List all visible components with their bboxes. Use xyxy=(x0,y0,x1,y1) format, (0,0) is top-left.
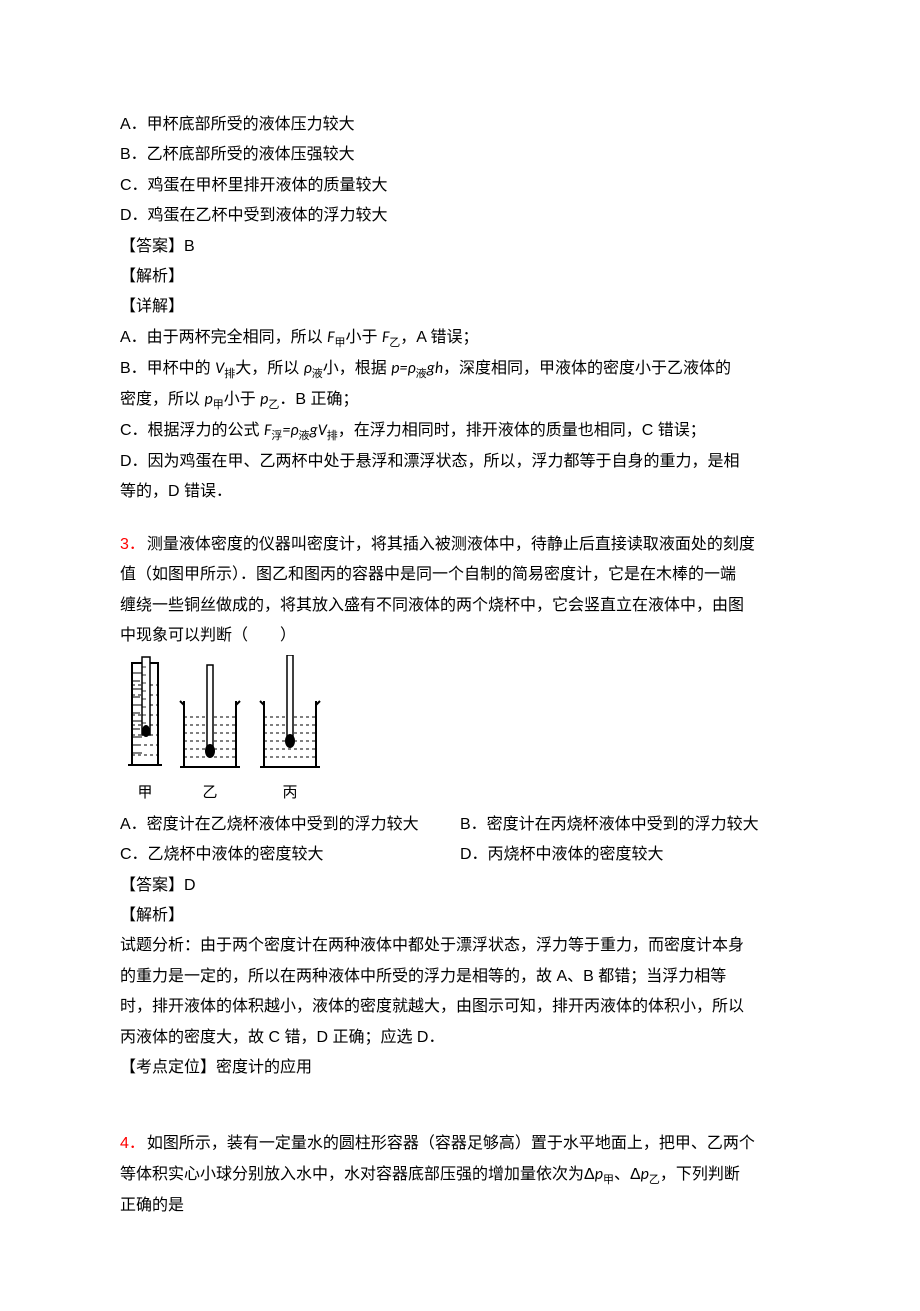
q3-kp: 【考点定位】密度计的应用 xyxy=(120,1053,800,1083)
sub: 甲 xyxy=(603,1174,614,1186)
fig-caption-a: 甲 xyxy=(137,779,152,808)
text: ，下列判断 xyxy=(660,1166,740,1183)
text: C．根据浮力的公式 xyxy=(120,422,264,439)
beaker-icon xyxy=(170,655,250,775)
fig-jia: 甲 xyxy=(120,655,170,808)
var-V: V xyxy=(215,359,224,378)
spacer xyxy=(120,508,800,530)
text: 测量液体密度的仪器叫密度计，将其插入被测液体中，待静止后直接读取液面处的刻度 xyxy=(147,536,755,553)
fig-yi: 乙 xyxy=(170,655,250,808)
q2-explain-heading: 【解析】 xyxy=(120,262,800,292)
text: ，A 错误； xyxy=(400,329,478,346)
text: 密度，所以 xyxy=(120,391,204,408)
answer-value: B xyxy=(184,238,195,255)
q2-choice-a: A．甲杯底部所受的液体压力较大 xyxy=(120,110,800,140)
q3-number: 3． xyxy=(120,536,145,553)
fig-caption-b: 乙 xyxy=(202,779,217,808)
q3-exp-3: 时，排开液体的体积越小，液体的密度就越大，由图示可知，排开丙液体的体积小，所以 xyxy=(120,992,800,1022)
beaker-icon xyxy=(250,655,330,775)
text: 如图所示，装有一定量水的圆柱形容器（容器足够高）置于水平地面上，把甲、乙两个 xyxy=(147,1135,755,1152)
sub: 液 xyxy=(298,430,309,442)
sub: 液 xyxy=(416,368,427,380)
text: B．甲杯中的 xyxy=(120,360,215,377)
sub: 乙 xyxy=(649,1174,660,1186)
fig-caption-c: 丙 xyxy=(282,779,297,808)
q4-stem-2: 等体积实心小球分别放入水中，水对容器底部压强的增加量依次为Δp甲、Δp乙，下列判… xyxy=(120,1160,800,1191)
sub: 排 xyxy=(327,430,338,442)
q3-exp-2: 的重力是一定的，所以在两种液体中所受的浮力是相等的，故 A、B 都错；当浮力相等 xyxy=(120,962,800,992)
text: ．B 正确； xyxy=(279,391,358,408)
q2-detail-c: C．根据浮力的公式 F浮=ρ液gV排，在浮力相同时，排开液体的质量也相同，C 错… xyxy=(120,416,800,447)
sub: 乙 xyxy=(268,399,279,411)
text: 等体积实心小球分别放入水中，水对容器底部压强的增加量依次为Δ xyxy=(120,1166,595,1183)
q2-choice-d: D．鸡蛋在乙杯中受到液体的浮力较大 xyxy=(120,201,800,231)
var-rho: ρ xyxy=(304,359,312,378)
text: A．由于两杯完全相同，所以 xyxy=(120,329,327,346)
sub: 甲 xyxy=(334,337,345,349)
text: 、Δ xyxy=(614,1166,641,1183)
q3-answer: 【答案】D xyxy=(120,871,800,901)
q3-figures: 甲 乙 xyxy=(120,655,800,808)
text: 大，所以 xyxy=(235,360,303,377)
text: ，深度相同，甲液体的密度小于乙液体的 xyxy=(443,360,731,377)
q3-choices: A．密度计在乙烧杯液体中受到的浮力较大 B．密度计在丙烧杯液体中受到的浮力较大 … xyxy=(120,810,800,871)
q3-choice-c: C．乙烧杯中液体的密度较大 xyxy=(120,840,460,870)
q2-detail-heading: 【详解】 xyxy=(120,292,800,322)
text: ，在浮力相同时，排开液体的质量也相同，C 错误； xyxy=(338,422,706,439)
q2-detail-b1: B．甲杯中的 V排大，所以 ρ液小，根据 p=ρ液gh，深度相同，甲液体的密度小… xyxy=(120,354,800,385)
page: A．甲杯底部所受的液体压力较大 B．乙杯底部所受的液体压强较大 C．鸡蛋在甲杯里… xyxy=(0,0,920,1311)
q3-choice-a: A．密度计在乙烧杯液体中受到的浮力较大 xyxy=(120,810,460,840)
q3-stem-3: 缠绕一些铜丝做成的，将其放入盛有不同液体的两个烧杯中，它会竖直立在液体中，由图 xyxy=(120,591,800,621)
q2-detail-d2: 等的，D 错误． xyxy=(120,477,800,507)
var-p: p=ρ xyxy=(391,359,415,378)
q3-stem-2: 值（如图甲所示）．图乙和图丙的容器中是同一个自制的简易密度计，它是在木棒的一端 xyxy=(120,560,800,590)
text: 小于 xyxy=(224,391,260,408)
fig-bing: 丙 xyxy=(250,655,330,808)
q4-number: 4． xyxy=(120,1135,145,1152)
spacer xyxy=(120,1083,800,1129)
q2-detail-b2: 密度，所以 p甲小于 p乙．B 正确； xyxy=(120,385,800,416)
answer-label: 【答案】 xyxy=(120,238,184,255)
var-gh: gh xyxy=(427,359,443,378)
sub: 甲 xyxy=(213,399,224,411)
sub: 排 xyxy=(224,368,235,380)
q2-answer: 【答案】B xyxy=(120,232,800,262)
q2-detail-a: A．由于两杯完全相同，所以 F甲小于 F乙，A 错误； xyxy=(120,323,800,354)
answer-label: 【答案】 xyxy=(120,877,184,894)
sub: 浮 xyxy=(271,430,282,442)
q2-choice-b: B．乙杯底部所受的液体压强较大 xyxy=(120,140,800,170)
cylinder-icon xyxy=(120,655,170,775)
q3-choice-d: D．丙烧杯中液体的密度较大 xyxy=(460,840,800,870)
sub: 液 xyxy=(312,368,323,380)
q4-stem-3: 正确的是 xyxy=(120,1191,800,1221)
var-gv: gV xyxy=(309,421,326,440)
eq: =ρ xyxy=(282,421,298,440)
sub: 乙 xyxy=(389,337,400,349)
q3-choice-b: B．密度计在丙烧杯液体中受到的浮力较大 xyxy=(460,810,800,840)
answer-value: D xyxy=(184,877,196,894)
q4-stem-1: 4．如图所示，装有一定量水的圆柱形容器（容器足够高）置于水平地面上，把甲、乙两个 xyxy=(120,1129,800,1159)
q3-stem-1: 3．测量液体密度的仪器叫密度计，将其插入被测液体中，待静止后直接读取液面处的刻度 xyxy=(120,530,800,560)
var-p: p xyxy=(204,390,212,409)
text: 小，根据 xyxy=(323,360,391,377)
q3-exp-4: 丙液体的密度大，故 C 错，D 正确；应选 D． xyxy=(120,1023,800,1053)
var-p: p xyxy=(641,1165,649,1184)
text: 小于 xyxy=(345,329,381,346)
q3-exp-1: 试题分析：由于两个密度计在两种液体中都处于漂浮状态，浮力等于重力，而密度计本身 xyxy=(120,931,800,961)
var-p: p xyxy=(595,1165,603,1184)
q3-explain-heading: 【解析】 xyxy=(120,901,800,931)
q2-choice-c: C．鸡蛋在甲杯里排开液体的质量较大 xyxy=(120,171,800,201)
q2-detail-d1: D．因为鸡蛋在甲、乙两杯中处于悬浮和漂浮状态，所以，浮力都等于自身的重力，是相 xyxy=(120,447,800,477)
q3-stem-4: 中现象可以判断（ ） xyxy=(120,621,800,651)
